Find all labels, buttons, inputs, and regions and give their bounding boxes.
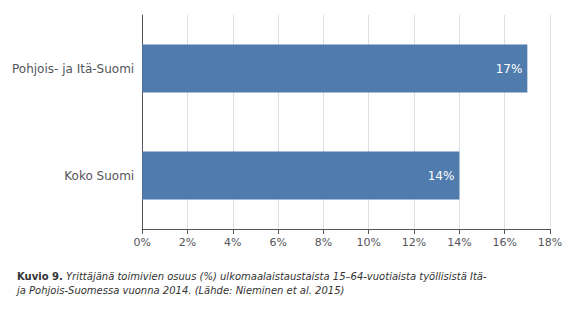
svg-text:Yrittäjänä toimivien osuus (%): Yrittäjänä toimivien osuus (%) ulkomaala… bbox=[66, 271, 487, 282]
svg-text:12%: 12% bbox=[402, 236, 426, 249]
svg-text:14%: 14% bbox=[447, 236, 471, 249]
svg-text:18%: 18% bbox=[538, 236, 562, 249]
svg-text:ja Pohjois-Suomessa vuonna 201: ja Pohjois-Suomessa vuonna 2014. (Lähde:… bbox=[15, 285, 344, 296]
svg-text:6%: 6% bbox=[269, 236, 286, 249]
svg-text:Pohjois- ja Itä-Suomi: Pohjois- ja Itä-Suomi bbox=[12, 62, 134, 76]
svg-text:4%: 4% bbox=[224, 236, 241, 249]
svg-text:8%: 8% bbox=[315, 236, 332, 249]
svg-text:Koko Suomi: Koko Suomi bbox=[64, 169, 134, 183]
svg-text:14%: 14% bbox=[428, 169, 455, 183]
svg-text:Kuvio 9.: Kuvio 9. bbox=[17, 271, 63, 282]
svg-text:2%: 2% bbox=[179, 236, 196, 249]
svg-text:10%: 10% bbox=[357, 236, 381, 249]
svg-text:0%: 0% bbox=[133, 236, 150, 249]
svg-text:16%: 16% bbox=[492, 236, 516, 249]
svg-text:17%: 17% bbox=[496, 62, 523, 76]
